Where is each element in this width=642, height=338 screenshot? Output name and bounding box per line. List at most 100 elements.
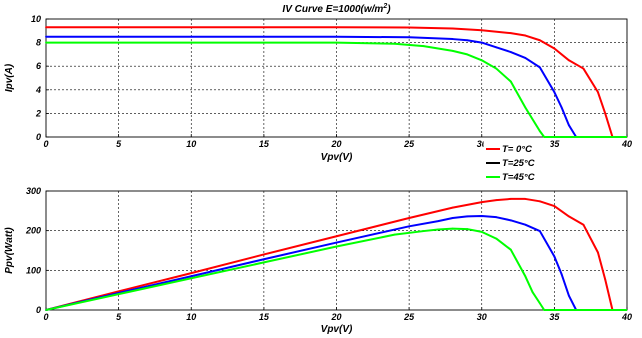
plot-area	[45, 190, 628, 311]
x-tick-label: 20	[330, 312, 341, 322]
series-point	[560, 106, 563, 109]
x-tick-label: 15	[259, 312, 270, 322]
x-tick-label: 10	[186, 312, 196, 322]
series-point	[509, 51, 512, 53]
series-point	[543, 136, 546, 138]
legend-label: T=25°C	[502, 158, 535, 169]
x-tick-label: 0	[43, 312, 48, 322]
x-tick-label: 0	[43, 139, 48, 149]
iv-curve-plot: 0 5 10 15 20 25 30 35 40 0 2 4 6 8 10 Vpv(V) Ipv(A) IV Cu…	[4, 3, 632, 163]
y-tick-label: 0	[36, 305, 41, 315]
x-tick-label: 25	[403, 312, 415, 322]
series-point	[422, 230, 425, 232]
series-point	[466, 215, 469, 218]
x-tick-label: 35	[549, 139, 560, 149]
series-point	[604, 112, 607, 115]
series-point	[451, 217, 454, 219]
series-line-3	[45, 227, 627, 311]
series-point	[524, 57, 527, 59]
series-point	[538, 130, 541, 133]
x-axis-label: Vpv(V)	[321, 324, 353, 335]
series-point	[597, 251, 599, 254]
series-point	[495, 199, 498, 202]
series-line-2	[46, 35, 627, 138]
series-point	[262, 261, 265, 264]
series-point	[509, 80, 512, 83]
y-axis-label: Ppv(Watt)	[4, 227, 15, 274]
y-tick-label: 0	[36, 132, 41, 142]
series-point	[437, 228, 440, 231]
x-tick-label: 30	[477, 312, 487, 322]
series-point	[495, 46, 498, 49]
series-point	[495, 67, 498, 70]
series-point	[524, 275, 527, 278]
series-point	[524, 34, 527, 37]
plot-area	[45, 18, 628, 138]
y-tick-label: 300	[26, 186, 41, 196]
x-tick-label: 35	[549, 312, 560, 322]
series-point	[480, 59, 483, 62]
x-tick-label: 5	[116, 312, 122, 322]
series-point	[335, 41, 338, 44]
series-point	[408, 217, 411, 219]
power-curve-plot: 0 5 10 15 20 25 30 35 40 0 100 200 300 Vpv(V) Ppv(Watt…	[4, 186, 632, 335]
y-tick-label: 10	[31, 14, 41, 24]
series-point	[466, 228, 469, 230]
series-line-1	[46, 26, 627, 138]
series-point	[451, 206, 454, 209]
series-point	[538, 66, 541, 69]
series-point	[553, 205, 556, 207]
series-point	[480, 230, 483, 233]
series-point	[451, 27, 454, 30]
series-point	[480, 41, 483, 44]
series-point	[553, 255, 556, 258]
series-point	[262, 253, 265, 256]
x-tick-label: 20	[330, 139, 341, 149]
y-tick-label: 6	[36, 61, 42, 71]
series-point	[335, 235, 338, 238]
y-tick-label: 100	[26, 265, 41, 275]
series-point	[45, 26, 47, 29]
series-point	[597, 91, 599, 94]
series-point	[437, 220, 440, 223]
y-tick-label: 8	[36, 38, 41, 48]
series-point	[568, 294, 570, 297]
series-point	[553, 91, 556, 94]
legend-label: T=45°C	[502, 172, 535, 183]
series-point	[524, 106, 527, 109]
series-point	[262, 258, 265, 261]
series-point	[509, 32, 512, 35]
series-point	[408, 26, 411, 29]
series-point	[451, 227, 454, 230]
legend-label: T= 0°C	[502, 144, 532, 155]
chart-title: IV Curve E=1000(w/m2)	[282, 3, 391, 15]
series-point	[568, 215, 570, 218]
series-point	[568, 59, 570, 62]
x-tick-label: 40	[621, 312, 632, 322]
x-tick-label: 5	[116, 139, 122, 149]
series-point	[582, 223, 585, 226]
series-point	[538, 200, 541, 203]
series-point	[466, 53, 469, 56]
series-point	[466, 39, 469, 42]
y-tick-label: 200	[25, 226, 41, 236]
series-point	[480, 215, 483, 217]
series-line-3	[46, 41, 627, 138]
series-point	[451, 38, 454, 40]
series-point	[480, 201, 483, 204]
series-point	[509, 248, 512, 251]
series-point	[335, 35, 338, 38]
legend: T= 0°C T=25°C T=45°C	[483, 140, 551, 186]
series-point	[543, 309, 546, 311]
x-tick-label: 30	[477, 139, 487, 149]
series-point	[480, 29, 483, 32]
x-tick-label: 40	[621, 139, 632, 149]
series-point	[190, 275, 193, 278]
series-point	[538, 302, 541, 305]
series-point	[451, 49, 454, 52]
series-point	[190, 41, 193, 44]
series-point	[509, 198, 512, 200]
series-point	[190, 35, 193, 38]
series-point	[45, 309, 47, 311]
